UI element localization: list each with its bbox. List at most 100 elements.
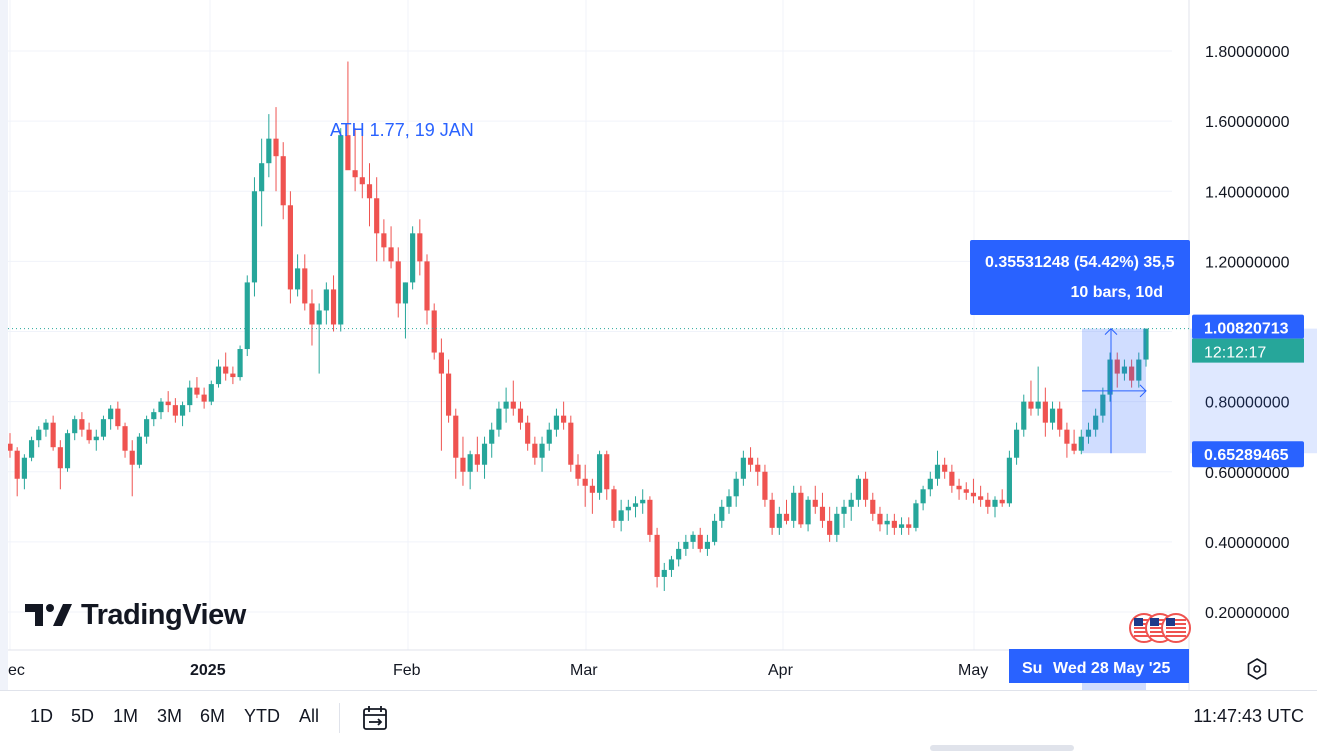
candle-body[interactable] bbox=[187, 387, 193, 406]
candle[interactable] bbox=[891, 513, 897, 535]
candle[interactable] bbox=[43, 419, 49, 437]
candle-body[interactable] bbox=[295, 268, 301, 290]
timeframe-all-button[interactable]: All bbox=[299, 706, 320, 726]
candle[interactable] bbox=[323, 282, 329, 325]
candle-body[interactable] bbox=[1114, 359, 1120, 374]
candle[interactable] bbox=[1100, 387, 1106, 423]
candle-body[interactable] bbox=[906, 524, 912, 528]
candle[interactable] bbox=[50, 415, 56, 451]
candle[interactable] bbox=[999, 489, 1005, 507]
candle-body[interactable] bbox=[618, 510, 624, 521]
candle-body[interactable] bbox=[374, 198, 380, 234]
candle-body[interactable] bbox=[50, 422, 56, 448]
candle[interactable] bbox=[596, 450, 603, 500]
candle-body[interactable] bbox=[561, 415, 567, 423]
candle-body[interactable] bbox=[1035, 401, 1041, 409]
candle-body[interactable] bbox=[481, 443, 488, 465]
candle-body[interactable] bbox=[273, 138, 279, 157]
candle-body[interactable] bbox=[330, 289, 337, 325]
candle-body[interactable] bbox=[1049, 408, 1056, 423]
candle-body[interactable] bbox=[697, 534, 703, 549]
candle-body[interactable] bbox=[546, 429, 552, 444]
candle[interactable] bbox=[57, 440, 63, 490]
candle-body[interactable] bbox=[230, 373, 236, 378]
candle[interactable] bbox=[798, 485, 804, 528]
candle[interactable] bbox=[172, 398, 178, 423]
candle-body[interactable] bbox=[7, 443, 13, 451]
candle-body[interactable] bbox=[122, 426, 128, 451]
candle[interactable] bbox=[726, 489, 732, 514]
candle-body[interactable] bbox=[251, 191, 258, 283]
candle[interactable] bbox=[589, 478, 595, 514]
candle[interactable] bbox=[445, 359, 452, 423]
candle-body[interactable] bbox=[14, 450, 20, 479]
candle[interactable] bbox=[122, 422, 128, 458]
candle[interactable] bbox=[36, 426, 42, 448]
candle-body[interactable] bbox=[208, 384, 214, 402]
candle-body[interactable] bbox=[172, 405, 178, 416]
candle[interactable] bbox=[201, 387, 207, 409]
candle-body[interactable] bbox=[819, 506, 826, 521]
candle-body[interactable] bbox=[179, 405, 186, 416]
candle-body[interactable] bbox=[999, 499, 1005, 504]
candle[interactable] bbox=[158, 398, 164, 420]
candle[interactable] bbox=[374, 177, 380, 262]
timeframe-ytd-button[interactable]: YTD bbox=[244, 706, 280, 726]
candle-body[interactable] bbox=[539, 443, 545, 458]
candle[interactable] bbox=[812, 485, 818, 514]
candle-body[interactable] bbox=[812, 499, 818, 507]
candle-body[interactable] bbox=[503, 401, 509, 409]
candle-body[interactable] bbox=[1107, 359, 1113, 395]
candle-body[interactable] bbox=[57, 447, 63, 469]
utc-clock[interactable]: 11:47:43 UTC bbox=[1193, 706, 1304, 726]
candle-body[interactable] bbox=[913, 503, 919, 528]
candle-body[interactable] bbox=[668, 559, 675, 570]
candle[interactable] bbox=[79, 412, 85, 437]
candle[interactable] bbox=[460, 436, 466, 486]
candle[interactable] bbox=[805, 496, 811, 532]
candle[interactable] bbox=[863, 471, 869, 507]
candle[interactable] bbox=[510, 380, 516, 416]
candle-body[interactable] bbox=[467, 454, 473, 472]
candle-body[interactable] bbox=[791, 492, 797, 521]
candle[interactable] bbox=[381, 219, 387, 262]
candle-body[interactable] bbox=[1013, 429, 1020, 458]
candle-body[interactable] bbox=[956, 485, 962, 490]
candle[interactable] bbox=[7, 433, 13, 458]
candle-body[interactable] bbox=[949, 471, 955, 486]
candle-body[interactable] bbox=[661, 569, 667, 577]
candle-body[interactable] bbox=[632, 503, 639, 507]
candle-body[interactable] bbox=[676, 548, 682, 560]
candle-body[interactable] bbox=[93, 436, 99, 441]
candle[interactable] bbox=[1136, 352, 1142, 388]
candle[interactable] bbox=[625, 499, 631, 521]
candle[interactable] bbox=[827, 506, 833, 542]
candle[interactable] bbox=[359, 135, 365, 199]
candle[interactable] bbox=[1064, 422, 1070, 458]
candle-body[interactable] bbox=[596, 454, 603, 493]
candle-body[interactable] bbox=[884, 520, 890, 525]
candle[interactable] bbox=[345, 61, 351, 171]
candle[interactable] bbox=[244, 275, 250, 357]
candle[interactable] bbox=[481, 436, 488, 479]
candle[interactable] bbox=[366, 163, 373, 227]
candle[interactable] bbox=[1049, 401, 1056, 430]
candle[interactable] bbox=[503, 387, 509, 423]
candle[interactable] bbox=[747, 447, 754, 472]
candle[interactable] bbox=[992, 496, 998, 518]
candle[interactable] bbox=[1006, 450, 1012, 507]
candle[interactable] bbox=[668, 555, 675, 577]
candle-body[interactable] bbox=[366, 184, 373, 199]
candle-body[interactable] bbox=[151, 412, 157, 420]
candle[interactable] bbox=[604, 450, 610, 500]
candle-body[interactable] bbox=[302, 268, 308, 304]
candle-body[interactable] bbox=[877, 513, 883, 525]
candle[interactable] bbox=[546, 422, 552, 451]
candle[interactable] bbox=[402, 282, 409, 339]
candle-body[interactable] bbox=[942, 464, 948, 472]
candle[interactable] bbox=[129, 440, 135, 497]
candle-body[interactable] bbox=[431, 310, 437, 353]
calendar-range-icon[interactable] bbox=[361, 704, 389, 732]
candle[interactable] bbox=[108, 405, 114, 430]
